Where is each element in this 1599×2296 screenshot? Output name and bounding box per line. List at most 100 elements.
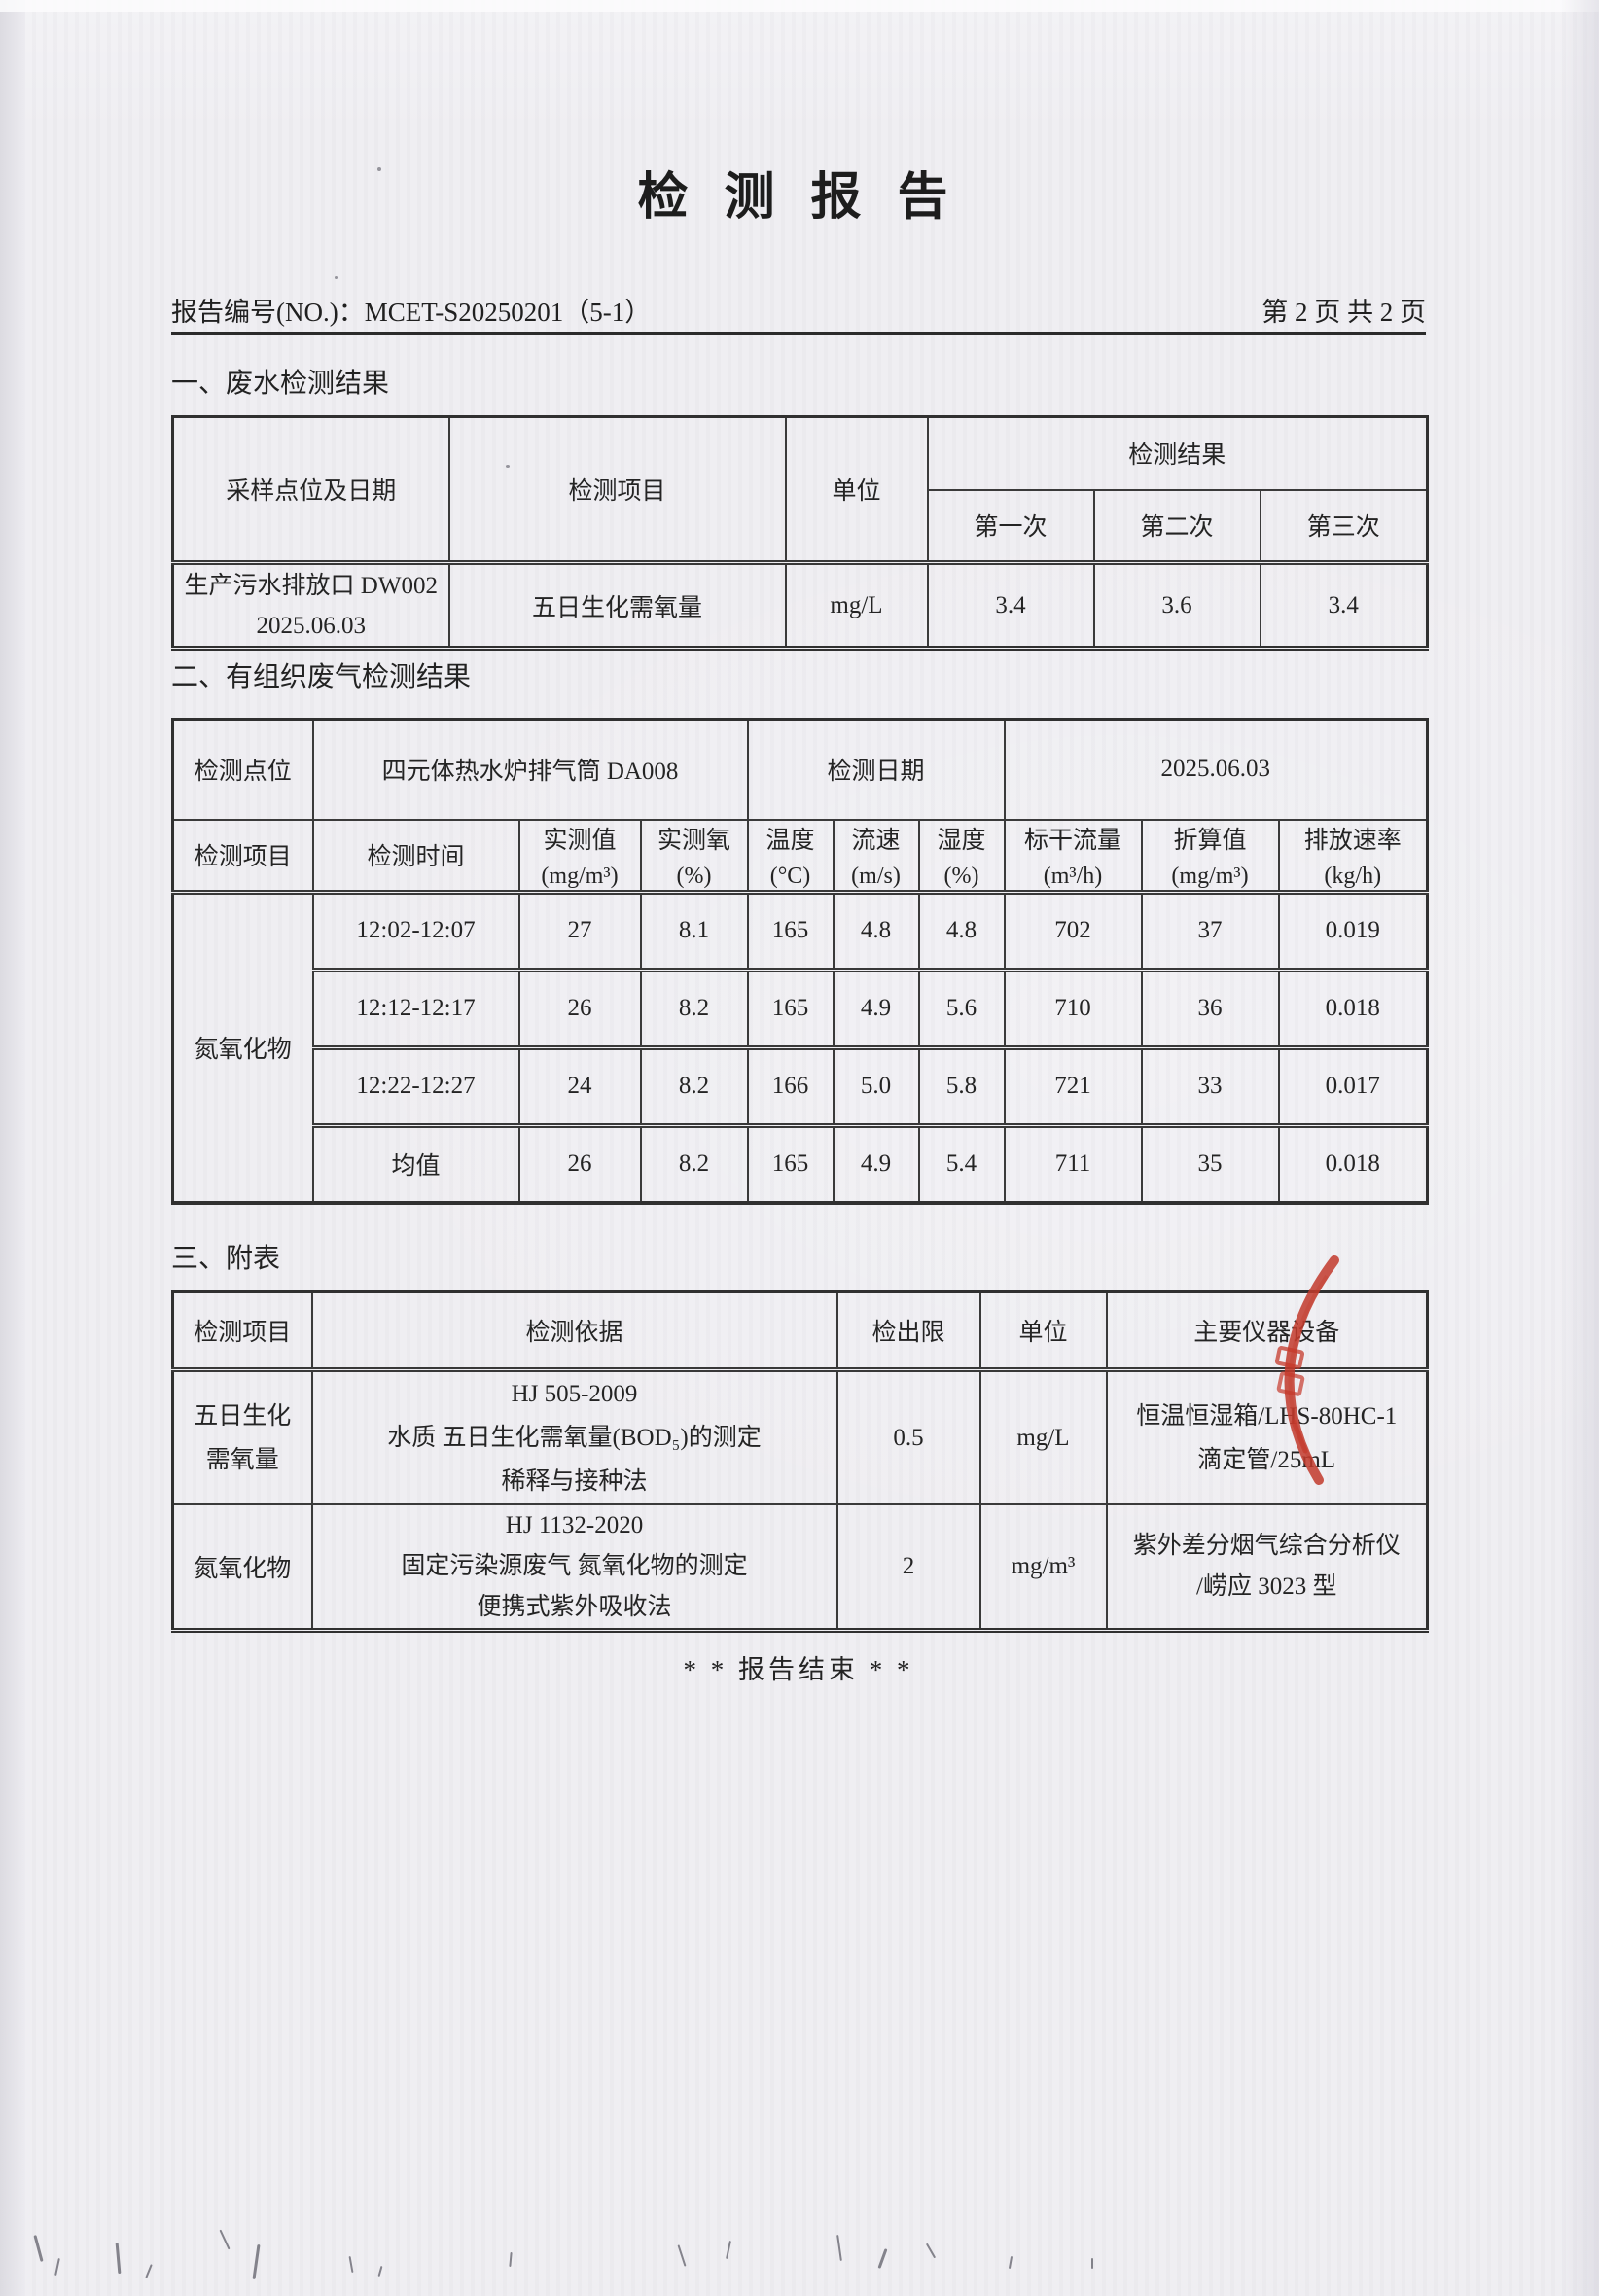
th-main-instruments: 主要仪器设备 bbox=[1105, 1290, 1429, 1371]
value-monitoring-date: 2025.06.03 bbox=[1003, 718, 1429, 821]
label-monitoring-date: 检测日期 bbox=[746, 718, 1006, 821]
th-temperature-unit: (°C) bbox=[769, 863, 811, 889]
scan-artifact bbox=[377, 2265, 383, 2278]
th-sampling-point: 采样点位及日期 bbox=[171, 415, 450, 564]
cell-humidity: 4.8 bbox=[917, 889, 1006, 971]
scan-artifact bbox=[925, 2243, 937, 2259]
cell-converted: 33 bbox=[1140, 1044, 1280, 1126]
th-result-3: 第三次 bbox=[1259, 488, 1429, 564]
value-monitoring-point: 四元体热水炉排气筒 DA008 bbox=[311, 718, 749, 821]
cell-measured: 26 bbox=[517, 1122, 642, 1204]
cell-oxygen: 8.2 bbox=[639, 967, 749, 1048]
scan-artifact bbox=[509, 2251, 513, 2268]
cell-velocity: 4.9 bbox=[832, 967, 920, 1048]
th-std-flow: 标干流量 (m³/h) bbox=[1003, 818, 1143, 893]
th-oxygen: 实测氧 (%) bbox=[639, 818, 749, 893]
th-emission-rate-unit: (kg/h) bbox=[1324, 863, 1382, 889]
scan-artifact bbox=[677, 2244, 687, 2267]
table-row: 五日生化 需氧量 HJ 505-2009 水质 五日生化需氧量(BOD₅)的测定… bbox=[171, 1367, 1429, 1505]
th-test-item: 检测项目 bbox=[447, 415, 787, 564]
cell-humidity: 5.4 bbox=[917, 1122, 1006, 1204]
scan-artifact bbox=[877, 2248, 888, 2269]
cell-humidity: 5.6 bbox=[917, 967, 1006, 1048]
report-number: 报告编号(NO.)：MCET-S20250201（5-1） bbox=[171, 291, 651, 329]
cell-emission-rate: 0.017 bbox=[1277, 1044, 1429, 1126]
cell-velocity: 4.9 bbox=[832, 1122, 920, 1204]
th-humidity: 湿度 (%) bbox=[917, 818, 1006, 893]
th-converted-unit: (mg/m³) bbox=[1171, 863, 1249, 889]
cell-velocity: 5.0 bbox=[832, 1044, 920, 1126]
th-detection-limit: 检出限 bbox=[835, 1290, 981, 1371]
table-row: 氮氧化物 12:02-12:07 27 8.1 165 4.8 4.8 702 … bbox=[171, 889, 1429, 1204]
scan-artifact bbox=[726, 2240, 731, 2260]
th-velocity-unit: (m/s) bbox=[851, 863, 901, 889]
scan-edge-shadow-left bbox=[0, 0, 25, 2296]
cell-temperature: 165 bbox=[746, 1122, 835, 1204]
scan-artifact bbox=[33, 2235, 44, 2262]
scan-speckle bbox=[335, 276, 338, 279]
cell-emission-rate: 0.018 bbox=[1277, 1122, 1429, 1204]
cell-unit: mg/L bbox=[784, 560, 929, 650]
th-std-flow-unit: (m³/h) bbox=[1043, 863, 1103, 889]
cell-velocity: 4.8 bbox=[832, 889, 920, 971]
cell-oxygen: 8.1 bbox=[639, 889, 749, 971]
th-measured-unit: (mg/m³) bbox=[541, 863, 619, 889]
section2-heading: 二、有组织废气检测结果 bbox=[171, 662, 472, 692]
th-unit: 单位 bbox=[978, 1290, 1108, 1371]
cell-unit: mg/L bbox=[978, 1367, 1108, 1505]
cell-oxygen: 8.2 bbox=[639, 1122, 749, 1204]
th-humidity-unit: (%) bbox=[943, 863, 979, 889]
sampling-date: 2025.06.03 bbox=[256, 612, 367, 639]
cell-time: 12:22-12:27 bbox=[311, 1044, 520, 1126]
cell-time: 12:12-12:17 bbox=[311, 967, 520, 1048]
scan-speckle bbox=[377, 167, 381, 171]
th-measured: 实测值 (mg/m³) bbox=[517, 818, 642, 893]
cell-std-flow: 702 bbox=[1003, 889, 1143, 971]
cell-measured: 27 bbox=[517, 889, 642, 971]
cell-main-instruments: 紫外差分烟气综合分析仪 /崂应 3023 型 bbox=[1105, 1503, 1429, 1632]
scan-artifact bbox=[836, 2234, 842, 2262]
report-number-label: 报告编号(NO.)： bbox=[171, 298, 365, 327]
cell-result-2: 3.6 bbox=[1092, 560, 1261, 650]
th-item: 检测项目 bbox=[171, 1290, 313, 1371]
cell-sampling-point: 生产污水排放口 DW002 2025.06.03 bbox=[171, 560, 450, 650]
th-emission-rate: 排放速率 (kg/h) bbox=[1277, 818, 1429, 893]
cell-temperature: 165 bbox=[746, 967, 835, 1048]
th-unit: 单位 bbox=[784, 415, 929, 564]
th-results: 检测结果 bbox=[926, 415, 1429, 491]
header-rule bbox=[171, 332, 1426, 335]
report-number-value: MCET-S20250201（5-1） bbox=[364, 298, 652, 327]
label-monitoring-point: 检测点位 bbox=[171, 718, 314, 821]
th-velocity: 流速 (m/s) bbox=[832, 818, 920, 893]
th-temperature: 温度 (°C) bbox=[746, 818, 835, 893]
th-oxygen-unit: (%) bbox=[676, 863, 712, 889]
cell-result-1: 3.4 bbox=[926, 560, 1095, 650]
cell-converted: 35 bbox=[1140, 1122, 1280, 1204]
sampling-point-name: 生产污水排放口 DW002 bbox=[184, 572, 438, 599]
th-time: 检测时间 bbox=[311, 818, 520, 893]
cell-main-instruments: 恒温恒湿箱/LHS-80HC-1 滴定管/25mL bbox=[1105, 1367, 1429, 1505]
cell-std-flow: 711 bbox=[1003, 1122, 1143, 1204]
page-title: 检 测 报 告 bbox=[637, 170, 960, 226]
th-converted: 折算值 (mg/m³) bbox=[1140, 818, 1280, 893]
cell-converted: 37 bbox=[1140, 889, 1280, 971]
cell-temperature: 166 bbox=[746, 1044, 835, 1126]
section1-heading: 一、废水检测结果 bbox=[171, 369, 390, 399]
scan-artifact bbox=[1008, 2255, 1013, 2270]
table-row: 12:22-12:27 24 8.2 166 5.0 5.8 721 33 0.… bbox=[173, 1044, 1429, 1126]
cell-detection-limit: 0.5 bbox=[835, 1367, 981, 1505]
cell-std-flow: 710 bbox=[1003, 967, 1143, 1048]
scan-edge-shadow-right bbox=[1560, 0, 1599, 2296]
th-result-1: 第一次 bbox=[926, 488, 1095, 564]
scan-artifact bbox=[252, 2243, 261, 2280]
cell-std-flow: 721 bbox=[1003, 1044, 1143, 1126]
report-end-marker: * * 报告结束 * * bbox=[683, 1655, 914, 1684]
scan-artifact bbox=[145, 2264, 153, 2278]
cell-pollutant: 氮氧化物 bbox=[171, 889, 314, 1204]
cell-time: 12:02-12:07 bbox=[311, 889, 520, 971]
cell-emission-rate: 0.018 bbox=[1277, 967, 1429, 1048]
appendix-table: 检测项目 检测依据 检出限 单位 主要仪器设备 五日生化 需氧量 HJ 505-… bbox=[171, 1290, 1429, 1633]
cell-converted: 36 bbox=[1140, 967, 1280, 1048]
report-header-line: 报告编号(NO.)：MCET-S20250201（5-1） 第 2 页 共 2 … bbox=[171, 291, 1426, 329]
